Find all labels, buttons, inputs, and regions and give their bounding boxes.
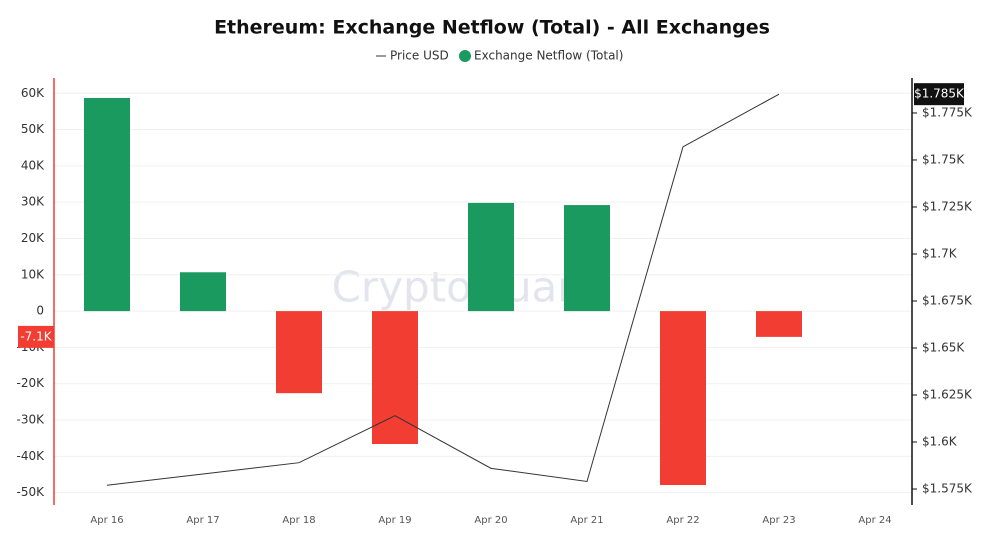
y-tick-label: 40K	[21, 158, 45, 172]
legend-label: Exchange Netflow (Total)	[474, 49, 623, 63]
bar	[372, 311, 418, 444]
y2-tick-label: $1.65K	[922, 341, 965, 355]
bar	[564, 205, 610, 312]
y-tick-label: -40K	[17, 449, 46, 463]
y2-tick-label: $1.575K	[922, 482, 973, 496]
annotation-label: -7.1K	[20, 329, 52, 343]
y-tick-label: -20K	[17, 376, 46, 390]
y2-tick-label: $1.725K	[922, 199, 973, 213]
bar	[660, 311, 706, 486]
y-tick-label: 0	[36, 304, 44, 318]
y-tick-label: -30K	[17, 413, 46, 427]
x-tick-label: Apr 22	[666, 515, 699, 526]
y2-tick-label: $1.6K	[922, 435, 958, 449]
x-tick-label: Apr 19	[378, 515, 411, 526]
x-tick-label: Apr 16	[90, 515, 123, 526]
bar	[468, 202, 514, 312]
y2-tick-label: $1.75K	[922, 152, 965, 166]
y2-tick-label: $1.675K	[922, 293, 973, 307]
y2-tick-label: $1.775K	[922, 105, 973, 119]
x-tick-label: Apr 21	[570, 515, 603, 526]
annotation-label: $1.785K	[914, 87, 965, 101]
legend-dot	[459, 50, 471, 62]
x-tick-label: Apr 24	[858, 515, 891, 526]
y-tick-label: 20K	[21, 231, 45, 245]
bar	[276, 311, 322, 394]
watermark: CryptoQuant	[332, 263, 601, 312]
y-tick-label: 60K	[21, 86, 45, 100]
x-tick-label: Apr 17	[186, 515, 219, 526]
price-line	[106, 93, 780, 486]
y2-tick-label: $1.7K	[922, 246, 958, 260]
x-tick-label: Apr 20	[474, 515, 507, 526]
y-tick-label: 30K	[21, 195, 45, 209]
y2-tick-label: $1.625K	[922, 388, 973, 402]
y-tick-label: -50K	[17, 485, 46, 499]
annotation-box	[18, 325, 54, 348]
y-tick-label: 10K	[21, 267, 45, 281]
bar	[180, 272, 226, 312]
legend-label: Price USD	[390, 49, 449, 63]
chart-title: Ethereum: Exchange Netflow (Total) - All…	[214, 17, 770, 39]
x-tick-label: Apr 23	[762, 515, 795, 526]
bar	[84, 97, 130, 312]
bar	[756, 311, 802, 337]
annotation-box	[914, 83, 964, 106]
y-tick-label: 50K	[21, 122, 45, 136]
x-tick-label: Apr 18	[282, 515, 315, 526]
